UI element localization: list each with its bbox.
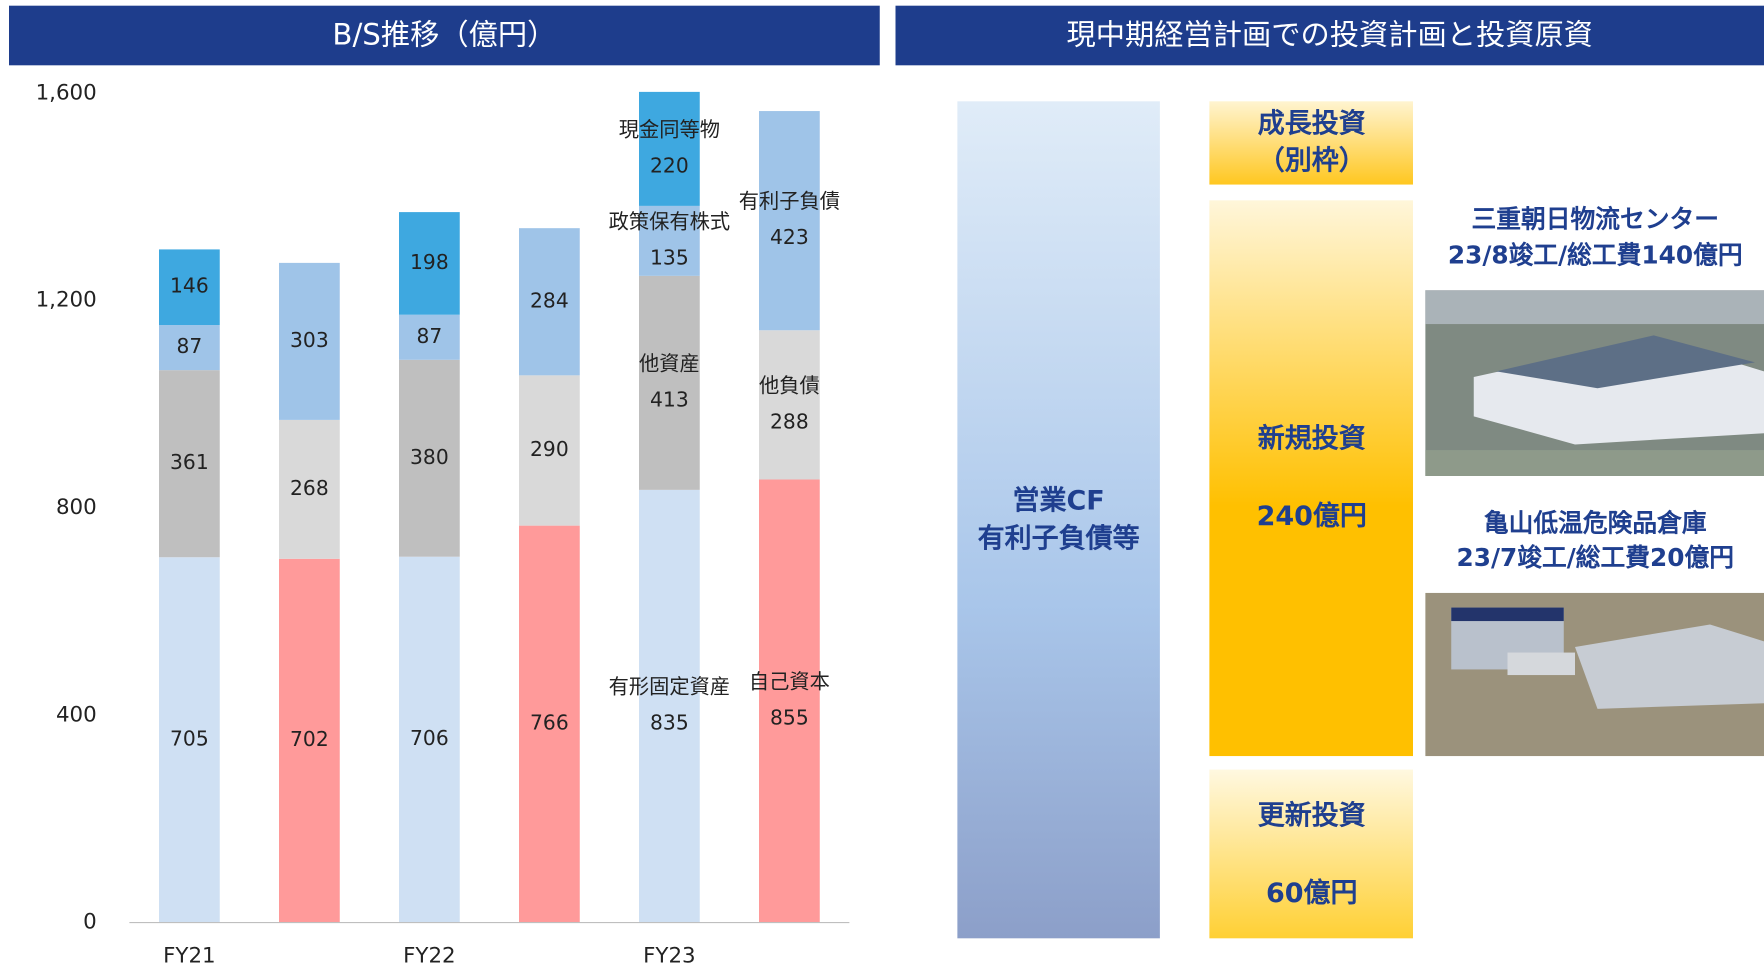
series-label: 現金同等物 (619, 117, 720, 141)
value-label: 135 (650, 245, 689, 269)
series-label: 他負債 (759, 373, 820, 397)
value-label: 220 (650, 153, 689, 177)
value-label: 288 (770, 409, 809, 433)
value-label: 706 (410, 726, 449, 750)
value-label: 855 (770, 706, 809, 730)
invest-box (1209, 101, 1413, 185)
bar-segment (159, 557, 220, 923)
bar-segment (159, 325, 220, 371)
series-label: 有利子負債 (739, 189, 840, 213)
value-label: 835 (650, 711, 689, 735)
project-name: 亀山低温危険品倉庫 (1484, 508, 1707, 537)
value-label: 423 (770, 225, 809, 249)
invest-label: 新規投資 (1258, 422, 1366, 454)
source-label: 有利子負債等 (978, 523, 1140, 555)
value-label: 146 (170, 274, 209, 298)
bar-segment (159, 249, 220, 326)
invest-label: 60億円 (1266, 878, 1358, 909)
header-bar (9, 5, 880, 66)
series-label: 自己資本 (749, 670, 830, 694)
value-label: 702 (290, 727, 329, 751)
bar-segment (279, 419, 340, 559)
photo (1425, 290, 1764, 476)
x-tick-label: FY21 (163, 943, 216, 968)
project-name: 三重朝日物流センター (1472, 205, 1720, 234)
value-label: 361 (170, 450, 209, 474)
plan-title: 現中期経営計画での投資計画と投資原資 (1067, 18, 1594, 52)
y-tick-label: 800 (56, 495, 97, 520)
photo (1425, 592, 1764, 757)
value-label: 284 (530, 288, 569, 312)
value-label: 413 (650, 387, 689, 411)
bar-segment (639, 91, 700, 206)
bar-segment (399, 359, 460, 557)
bar-segment (759, 330, 820, 480)
series-label: 政策保有株式 (609, 209, 731, 233)
x-tick-label: FY23 (643, 943, 696, 968)
value-label: 198 (410, 250, 449, 274)
value-label: 766 (530, 711, 569, 735)
series-label: 他資産 (639, 351, 700, 375)
bar-segment (279, 558, 340, 923)
value-label: 290 (530, 437, 569, 461)
value-label: 87 (416, 324, 442, 348)
value-label: 303 (290, 328, 329, 352)
invest-label: 成長投資 (1258, 108, 1366, 139)
invest-label: 更新投資 (1258, 799, 1366, 831)
value-label: 380 (410, 445, 449, 469)
bar-segment (399, 212, 460, 315)
bar-segment (159, 370, 220, 558)
bar-segment (519, 228, 580, 376)
bar-segment (399, 556, 460, 923)
y-tick-label: 1,600 (36, 80, 97, 105)
invest-box (1209, 769, 1413, 939)
bar-segment (639, 205, 700, 276)
value-label: 705 (170, 726, 209, 750)
project-detail: 23/8竣工/総工費140億円 (1448, 241, 1743, 270)
source-column (957, 101, 1160, 939)
invest-label: （別枠） (1258, 146, 1366, 177)
bar-segment (519, 375, 580, 526)
project-detail: 23/7竣工/総工費20億円 (1457, 543, 1734, 572)
x-tick-label: FY22 (403, 943, 456, 968)
y-tick-label: 400 (56, 702, 97, 727)
source-label: 営業CF (1012, 484, 1104, 516)
bar-segment (279, 262, 340, 420)
chart-title: B/S推移（億円） (332, 18, 556, 52)
value-label: 268 (290, 476, 329, 500)
value-label: 87 (176, 334, 202, 358)
bar-segment (639, 275, 700, 490)
bar-segment (759, 111, 820, 331)
y-tick-label: 0 (83, 910, 97, 935)
invest-box (1209, 200, 1413, 757)
header-bar (895, 5, 1764, 66)
bar-segment (639, 489, 700, 923)
y-tick-label: 1,200 (36, 288, 97, 313)
bar-segment (759, 479, 820, 923)
series-label: 有形固定資産 (609, 675, 731, 699)
bar-segment (399, 314, 460, 360)
bar-segment (519, 525, 580, 923)
invest-label: 240億円 (1257, 501, 1367, 532)
